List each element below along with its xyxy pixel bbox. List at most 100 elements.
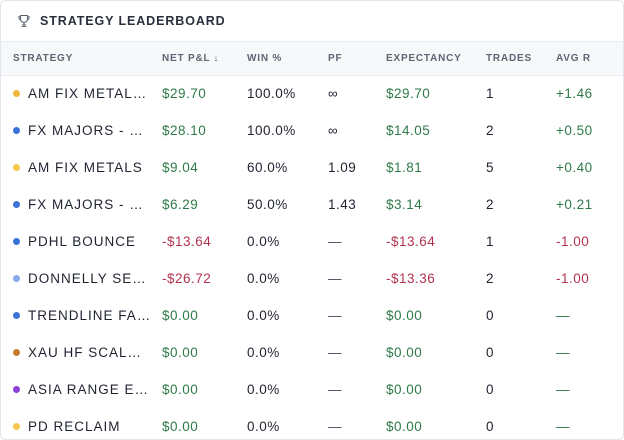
win-pct-cell: 60.0% [247, 160, 288, 175]
win-pct-cell: 50.0% [247, 197, 288, 212]
table-header-row: STRATEGY NET P&L ↓ WIN % PF EXPECTANCY TR… [1, 42, 623, 75]
strategy-color-dot [13, 126, 20, 134]
table-row[interactable]: AM FIX METAL… $29.70 100.0% ∞ $29.70 1 +1.46 [1, 75, 623, 112]
column-header-net-pnl[interactable]: NET P&L ↓ [162, 42, 247, 75]
win-pct-cell: 0.0% [247, 345, 280, 360]
net-pnl-cell: $6.29 [162, 197, 199, 212]
trades-cell: 1 [486, 234, 495, 249]
strategy-color-dot [13, 311, 20, 319]
strategy-cell: PD RECLAIM [1, 408, 162, 439]
strategy-name: DONNELLY SE… [28, 271, 147, 286]
pf-cell: — [328, 419, 342, 434]
column-header-trades[interactable]: TRADES [486, 52, 532, 64]
net-pnl-cell: -$26.72 [162, 271, 212, 286]
expectancy-cell: $3.14 [386, 197, 423, 212]
table-row[interactable]: FX MAJORS - … $28.10 100.0% ∞ $14.05 2 +0.50 [1, 112, 623, 149]
strategy-cell: ASIA RANGE E… [1, 371, 162, 408]
strategy-name: PDHL BOUNCE [28, 234, 137, 249]
win-pct-cell: 0.0% [247, 308, 280, 323]
panel-title: STRATEGY LEADERBOARD [40, 14, 226, 28]
net-pnl-cell: $0.00 [162, 419, 199, 434]
win-pct-cell: 0.0% [247, 271, 280, 286]
pf-cell: ∞ [328, 123, 339, 138]
trades-cell: 5 [486, 160, 495, 175]
avg-r-cell: +1.46 [556, 86, 593, 102]
column-header-net-pnl-label: NET P&L [162, 52, 211, 64]
expectancy-cell: -$13.64 [386, 234, 436, 249]
strategy-name: AM FIX METAL… [28, 86, 148, 102]
column-header-expectancy[interactable]: EXPECTANCY [386, 52, 462, 64]
strategy-name: TRENDLINE FA… [28, 308, 152, 323]
net-pnl-cell: $0.00 [162, 345, 199, 360]
strategy-cell: PDHL BOUNCE [1, 223, 162, 260]
column-header-strategy[interactable]: STRATEGY [13, 52, 74, 64]
strategy-name: ASIA RANGE E… [28, 382, 150, 397]
trades-cell: 2 [486, 271, 495, 286]
net-pnl-cell: $9.04 [162, 160, 199, 175]
expectancy-cell: $0.00 [386, 419, 423, 434]
strategy-name: PD RECLAIM [28, 419, 121, 434]
table-row[interactable]: XAU HF SCAL… $0.00 0.0% — $0.00 0 — [1, 334, 623, 371]
net-pnl-cell: -$13.64 [162, 234, 212, 249]
net-pnl-cell: $0.00 [162, 382, 199, 397]
leaderboard-table: STRATEGY NET P&L ↓ WIN % PF EXPECTANCY TR… [1, 42, 623, 439]
trades-cell: 1 [486, 86, 495, 102]
table-row[interactable]: ASIA RANGE E… $0.00 0.0% — $0.00 0 — [1, 371, 623, 408]
strategy-cell: AM FIX METALS [1, 149, 162, 186]
net-pnl-cell: $28.10 [162, 123, 207, 138]
column-header-avg-r[interactable]: AVG R [556, 52, 591, 64]
table-row[interactable]: TRENDLINE FA… $0.00 0.0% — $0.00 0 — [1, 297, 623, 334]
win-pct-cell: 0.0% [247, 419, 280, 434]
strategy-color-dot [13, 200, 20, 208]
avg-r-cell: +0.21 [556, 197, 593, 212]
win-pct-cell: 100.0% [247, 86, 296, 102]
strategy-name: FX MAJORS - … [28, 123, 144, 138]
win-pct-cell: 0.0% [247, 234, 280, 249]
trophy-icon [17, 14, 31, 28]
expectancy-cell: $0.00 [386, 308, 423, 323]
panel-header: STRATEGY LEADERBOARD [1, 1, 623, 42]
strategy-color-dot [13, 237, 20, 245]
trades-cell: 0 [486, 419, 495, 434]
strategy-name: XAU HF SCAL… [28, 345, 143, 360]
trades-cell: 2 [486, 197, 495, 212]
column-header-pf[interactable]: PF [328, 52, 343, 64]
table-row[interactable]: PDHL BOUNCE -$13.64 0.0% — -$13.64 1 -1.00 [1, 223, 623, 260]
avg-r-cell: +0.40 [556, 160, 593, 175]
net-pnl-cell: $29.70 [162, 86, 207, 102]
strategy-color-dot [13, 348, 20, 356]
strategy-cell: DONNELLY SE… [1, 260, 162, 297]
avg-r-cell: — [556, 419, 570, 434]
strategy-name: FX MAJORS - … [28, 197, 144, 212]
expectancy-cell: -$13.36 [386, 271, 436, 286]
strategy-cell: XAU HF SCAL… [1, 334, 162, 371]
sort-desc-icon: ↓ [213, 52, 220, 64]
expectancy-cell: $14.05 [386, 123, 431, 138]
expectancy-cell: $0.00 [386, 382, 423, 397]
strategy-color-dot [13, 163, 20, 171]
strategy-cell: FX MAJORS - … [1, 112, 162, 149]
pf-cell: — [328, 345, 342, 360]
strategy-color-dot [13, 385, 20, 393]
table-row[interactable]: DONNELLY SE… -$26.72 0.0% — -$13.36 2 -1.00 [1, 260, 623, 297]
strategy-color-dot [13, 422, 20, 430]
win-pct-cell: 100.0% [247, 123, 296, 138]
pf-cell: — [328, 271, 342, 286]
strategy-color-dot [13, 274, 20, 282]
pf-cell: 1.09 [328, 160, 357, 175]
strategy-name: AM FIX METALS [28, 160, 143, 175]
column-header-win-pct[interactable]: WIN % [247, 52, 283, 64]
expectancy-cell: $1.81 [386, 160, 423, 175]
avg-r-cell: — [556, 345, 570, 360]
avg-r-cell: — [556, 308, 570, 323]
table-row[interactable]: FX MAJORS - … $6.29 50.0% 1.43 $3.14 2 +0.21 [1, 186, 623, 223]
net-pnl-cell: $0.00 [162, 308, 199, 323]
win-pct-cell: 0.0% [247, 382, 280, 397]
table-row[interactable]: AM FIX METALS $9.04 60.0% 1.09 $1.81 5 +0.40 [1, 149, 623, 186]
trades-cell: 0 [486, 382, 495, 397]
table-row[interactable]: PD RECLAIM $0.00 0.0% — $0.00 0 — [1, 408, 623, 439]
pf-cell: — [328, 234, 342, 249]
strategy-cell: TRENDLINE FA… [1, 297, 162, 334]
strategy-color-dot [13, 90, 20, 98]
